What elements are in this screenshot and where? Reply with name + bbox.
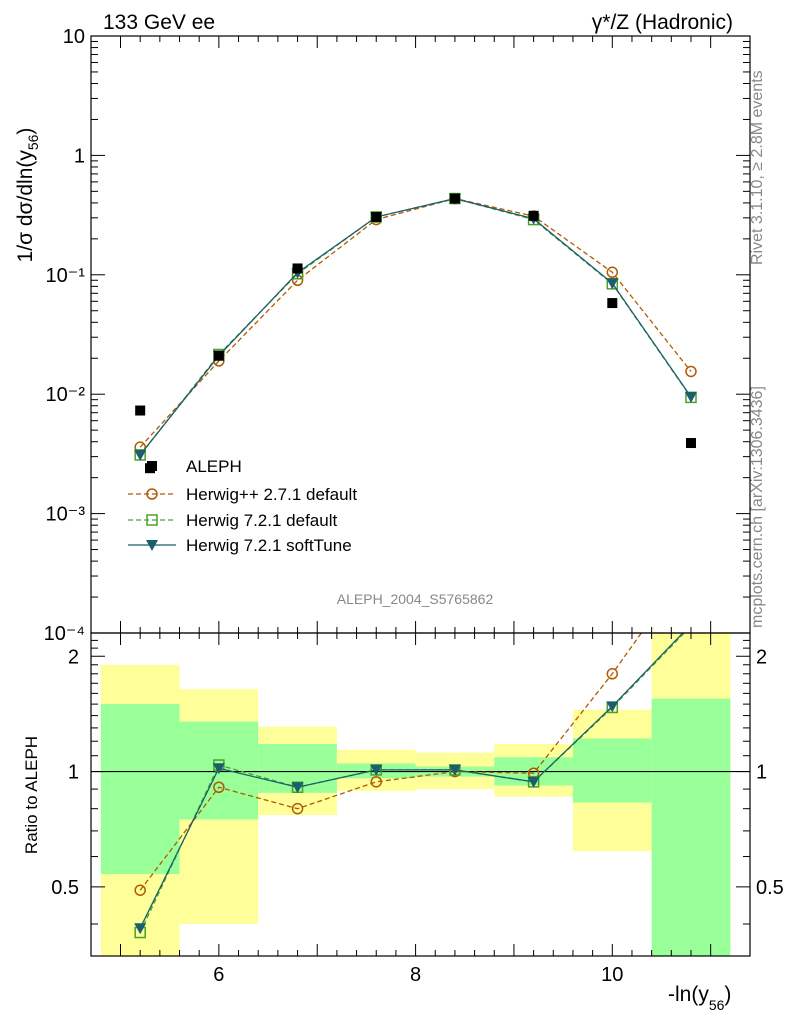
- y-tick-label-top: 10: [63, 26, 85, 48]
- legend-label-herwig7-default: Herwig 7.2.1 default: [186, 511, 337, 530]
- y-tick-label-top: 10⁻³: [46, 504, 86, 526]
- y-tick-label-ratio-right: 2: [756, 646, 767, 668]
- x-tick-label: 6: [213, 964, 224, 986]
- series-point-ratio: [606, 668, 619, 680]
- data-point: [292, 263, 303, 274]
- legend-label-herwigpp: Herwig++ 2.7.1 default: [186, 485, 357, 504]
- legend-marker-herwig7-softtune: [146, 540, 158, 551]
- series-top-2: [134, 193, 697, 461]
- series-point-ratio: [370, 764, 383, 776]
- y-tick-label-ratio: 1: [68, 762, 79, 784]
- data-point: [371, 211, 382, 222]
- y-tick-label-ratio-right: 1: [756, 762, 767, 784]
- series-point-top: [684, 391, 697, 403]
- ratio-band-inner: [100, 704, 180, 875]
- legend-label-herwig7-softtune: Herwig 7.2.1 softTune: [186, 536, 352, 555]
- data-point: [449, 193, 460, 204]
- y-axis-label-ratio: Ratio to ALEPH: [22, 736, 41, 854]
- x-tick-label: 10: [601, 964, 623, 986]
- y-tick-label-ratio: 2: [68, 646, 79, 668]
- y-tick-label-top: 1: [74, 145, 85, 167]
- series-top-1: [134, 192, 697, 461]
- y-tick-label-top: 10⁻¹: [46, 265, 86, 287]
- series-point-ratio: [291, 782, 304, 794]
- series-point-ratio: [606, 701, 619, 713]
- ratio-bands: [100, 633, 731, 956]
- series-point-ratio: [134, 923, 147, 935]
- series-point-ratio: [527, 776, 540, 788]
- y-axis-label-top: 1/σ dσ/dln(y56): [14, 128, 41, 263]
- series-point-top: [134, 449, 147, 461]
- y-tick-label-top: 10⁻²: [46, 384, 86, 406]
- series-line-top: [139, 197, 692, 456]
- series-point-ratio: [291, 802, 304, 815]
- header-right: γ*/Z (Hadronic): [592, 11, 733, 34]
- rivet-label: Rivet 3.1.10, ≥ 2.8M events: [749, 70, 766, 265]
- svg-text:1/σ dσ/dln(y56): 1/σ dσ/dln(y56): [14, 128, 41, 263]
- series-point-ratio: [134, 884, 146, 896]
- svg-text:-ln(y56): -ln(y56): [668, 983, 731, 1013]
- mcplots-label: mcplots.cern.ch [arXiv:1306.3436]: [749, 386, 766, 628]
- y-tick-label-ratio: 0.5: [51, 877, 79, 899]
- series-line-top: [139, 197, 692, 448]
- header-left: 133 GeV ee: [103, 11, 215, 34]
- legend-marker-herwig7-default: [146, 514, 158, 526]
- aleph-data: [135, 193, 696, 474]
- series-point-ratio: [686, 558, 696, 568]
- data-point: [135, 405, 146, 416]
- x-tick-label: 8: [410, 964, 421, 986]
- series-top-0: [134, 192, 697, 453]
- series-ratio-2: [134, 633, 684, 935]
- series-point-ratio: [370, 776, 382, 788]
- series-point-ratio: [212, 763, 225, 775]
- analysis-label: ALEPH_2004_S5765862: [337, 591, 494, 607]
- series-point-top: [685, 365, 697, 378]
- series-point-ratio: [448, 764, 461, 776]
- legend-marker-herwigpp: [146, 488, 158, 500]
- x-axis-label: -ln(y56): [668, 983, 731, 1013]
- ratio-frame: [90, 632, 751, 957]
- data-point: [685, 438, 696, 449]
- legend: ALEPH Herwig++ 2.7.1 default Herwig 7.2.…: [128, 457, 357, 555]
- legend-label-aleph: ALEPH: [186, 457, 242, 476]
- legend-marker-aleph: [147, 461, 157, 471]
- series-point-top: [606, 266, 619, 279]
- data-point: [213, 350, 224, 361]
- data-point: [528, 210, 539, 221]
- series-line-top: [139, 197, 692, 456]
- ratio-band-inner: [651, 698, 731, 956]
- y-tick-label-ratio-right: 0.5: [756, 877, 784, 899]
- y-tick-label-top: 10⁻⁴: [44, 623, 85, 645]
- ratio-band-inner: [572, 738, 652, 803]
- series-line-ratio: [139, 633, 684, 929]
- series-point-top: [606, 278, 619, 290]
- data-point: [607, 298, 618, 309]
- series-point-ratio: [213, 781, 225, 794]
